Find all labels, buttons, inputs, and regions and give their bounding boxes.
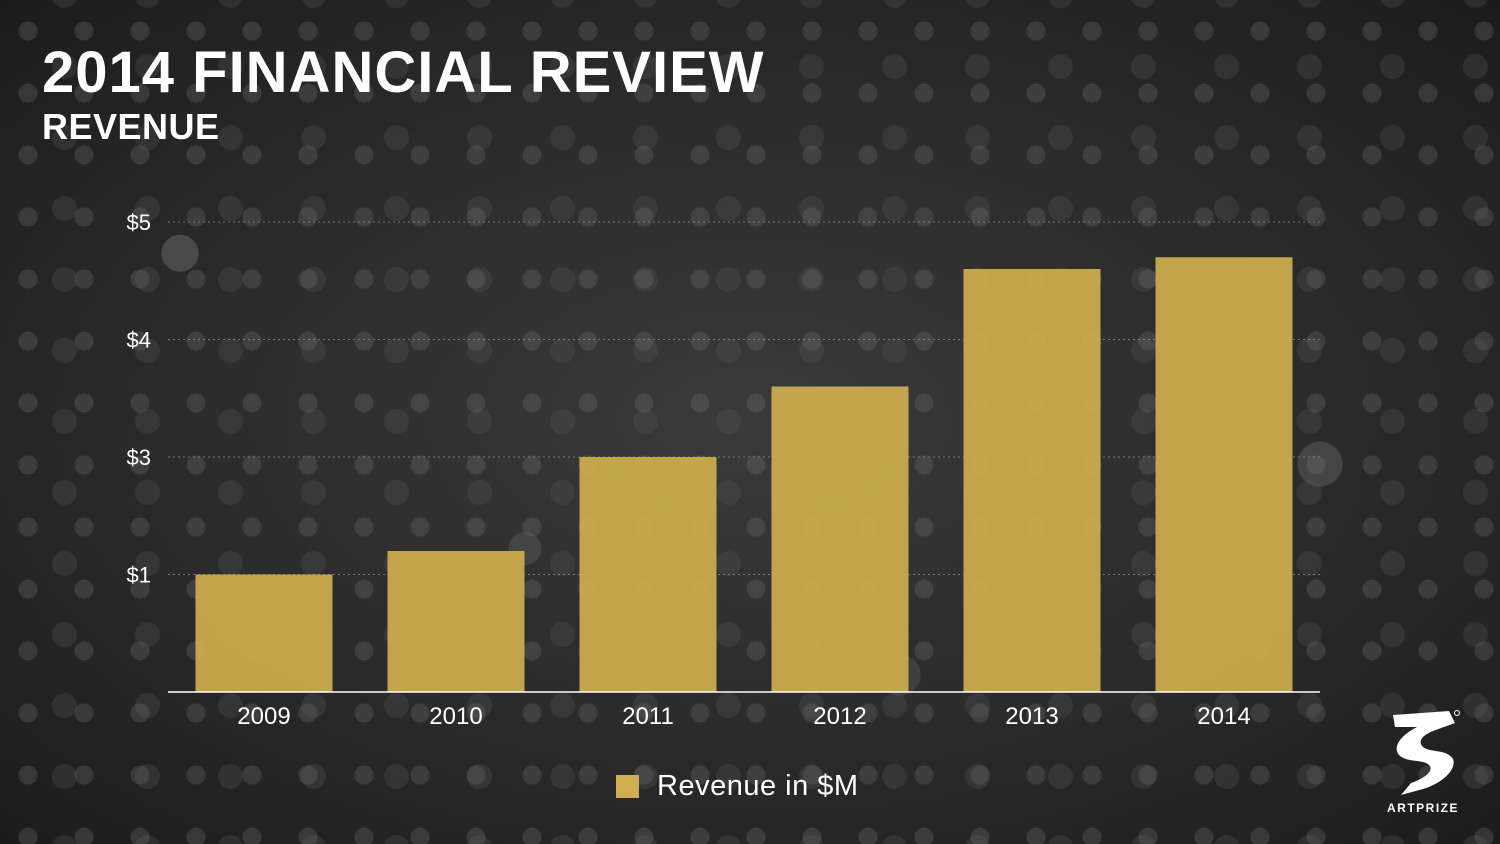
y-tick-label: $4 (127, 328, 151, 353)
y-tick-label: $3 (127, 445, 151, 470)
bar-2012 (771, 386, 909, 692)
x-tick-label: 2009 (237, 703, 290, 730)
bar-2011 (579, 457, 717, 692)
page-title: 2014 FINANCIAL REVIEW (42, 40, 765, 105)
bar-2010 (387, 551, 525, 692)
artprize-logo: ARTPRIZE (1383, 709, 1463, 821)
bar-2014 (1155, 257, 1293, 692)
legend-label: Revenue in $M (657, 769, 859, 802)
legend-swatch (616, 774, 639, 798)
x-tick-label: 2013 (1005, 703, 1058, 730)
artprize-logo-icon (1393, 710, 1460, 795)
bar-2009 (195, 574, 333, 692)
chart-legend: Revenue in $M (616, 768, 859, 804)
page-subtitle: REVENUE (42, 106, 220, 147)
y-tick-label: $1 (127, 563, 151, 588)
x-tick-label: 2010 (429, 703, 482, 730)
x-tick-label: 2014 (1197, 703, 1250, 730)
x-tick-label: 2011 (622, 703, 674, 730)
x-tick-label: 2012 (813, 703, 866, 730)
y-tick-label: $5 (127, 210, 151, 235)
artprize-logo-text: ARTPRIZE (1387, 801, 1459, 815)
bar-2013 (963, 269, 1101, 692)
